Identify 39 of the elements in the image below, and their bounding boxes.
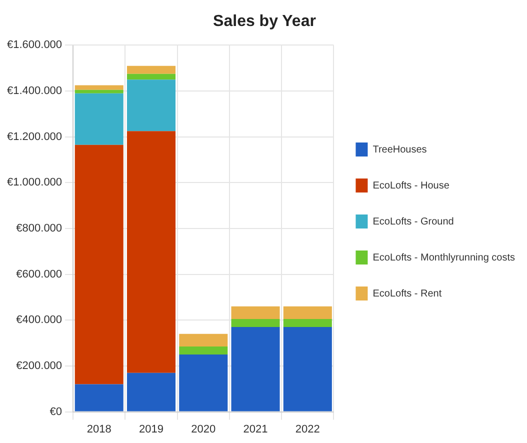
x-tick-label: 2019 [139, 423, 164, 436]
bar [126, 80, 176, 132]
bar [126, 131, 176, 373]
bar [74, 93, 124, 145]
y-tick-label: €400.000 [16, 314, 62, 326]
bar [74, 144, 124, 384]
bar [231, 319, 280, 328]
bar [231, 327, 280, 412]
legend-label: EcoLofts - Ground [372, 216, 454, 228]
y-tick-label: €1.200.000 [6, 130, 62, 143]
bar [179, 354, 228, 412]
legend-label: EcoLofts - Monthlyrunning costs [372, 252, 516, 264]
legend-label: TreeHouses [372, 144, 427, 156]
bar [283, 319, 332, 328]
bar [126, 66, 176, 74]
chart-title: Sales by Year [213, 13, 316, 30]
y-tick-label: €800.000 [16, 222, 62, 235]
bar [179, 334, 228, 346]
y-tick-label: €200.000 [16, 360, 62, 372]
bar [74, 90, 124, 94]
legend-label: EcoLofts - Rent [372, 288, 442, 300]
y-tick-label: €1.400.000 [6, 85, 62, 98]
bar [74, 85, 124, 90]
bar [231, 306, 280, 320]
y-tick-label: €1.600.000 [6, 39, 62, 52]
bar [179, 346, 228, 355]
bar [74, 384, 124, 412]
bar [126, 74, 176, 80]
bar [283, 327, 332, 412]
y-tick-label: €600.000 [16, 268, 62, 280]
x-tick-label: 2020 [191, 423, 216, 436]
bar [126, 372, 176, 412]
x-tick-label: 2021 [243, 423, 268, 436]
y-tick-label: €1.000.000 [6, 176, 62, 189]
x-tick-label: 2022 [295, 423, 320, 436]
x-tick-label: 2018 [86, 423, 112, 436]
y-tick-label: €0 [50, 406, 62, 418]
bar [283, 306, 332, 320]
legend-label: EcoLofts - House [372, 180, 450, 192]
